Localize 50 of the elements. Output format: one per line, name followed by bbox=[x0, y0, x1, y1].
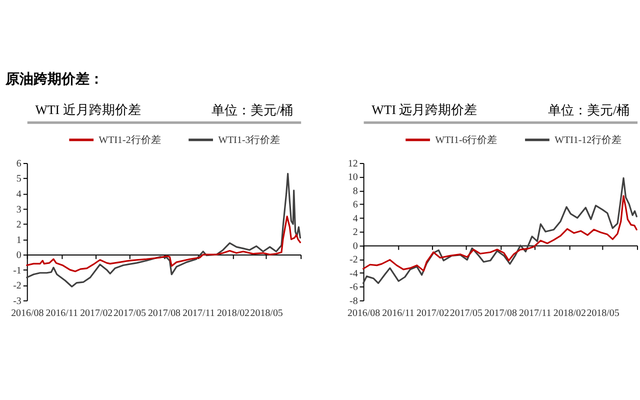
x-tick-label: 2017/02 bbox=[416, 308, 450, 319]
x-tick-label: 2017/05 bbox=[450, 308, 482, 319]
x-tick-label: 2016/11 bbox=[382, 308, 414, 319]
x-tick-label: 2016/08 bbox=[348, 308, 380, 319]
legend-label: WTI1-12行价差 bbox=[554, 134, 622, 146]
y-tick-label: -2 bbox=[13, 280, 22, 292]
x-tick-label: 2018/05 bbox=[250, 308, 283, 319]
y-tick-label: 6 bbox=[352, 200, 358, 211]
x-tick-label: 2017/08 bbox=[484, 308, 517, 319]
line-series bbox=[362, 177, 638, 284]
x-tick-label: 2017/02 bbox=[80, 308, 113, 319]
y-tick-label: -1 bbox=[13, 265, 22, 276]
y-tick-label: 4 bbox=[352, 213, 358, 224]
legend-label: WTI1-3行价差 bbox=[218, 134, 280, 146]
y-tick-label: 12 bbox=[348, 158, 358, 170]
y-tick-label: 8 bbox=[352, 186, 358, 197]
legend-label: WTI1-6行价差 bbox=[435, 134, 498, 146]
y-tick-label: 0 bbox=[16, 250, 22, 262]
y-tick-label: 6 bbox=[16, 158, 22, 170]
chart-title: WTI 远月跨期价差 bbox=[372, 102, 478, 118]
line-series bbox=[26, 172, 302, 288]
chart-subtitle: 单位：美元/桶 bbox=[548, 102, 630, 118]
y-tick-label: -4 bbox=[350, 268, 358, 280]
x-tick-label: 2017/05 bbox=[113, 308, 146, 319]
y-tick-label: 2 bbox=[16, 220, 22, 231]
y-tick-label: 1 bbox=[16, 234, 22, 246]
y-tick-label: 4 bbox=[16, 188, 22, 200]
y-tick-label: 2 bbox=[352, 227, 358, 238]
y-tick-label: -8 bbox=[350, 296, 358, 307]
y-tick-label: 10 bbox=[348, 172, 358, 184]
x-tick-label: 2017/11 bbox=[182, 308, 215, 319]
legend-label: WTI1-2行价差 bbox=[98, 134, 161, 146]
y-tick-label: 3 bbox=[16, 204, 22, 216]
x-tick-label: 2017/08 bbox=[148, 308, 181, 319]
x-tick-label: 2017/11 bbox=[519, 308, 552, 319]
x-tick-label: 2016/11 bbox=[46, 308, 78, 319]
x-tick-label: 2018/02 bbox=[553, 308, 586, 319]
y-tick-label: 5 bbox=[16, 174, 22, 185]
y-tick-label: -6 bbox=[350, 282, 358, 294]
line-series bbox=[362, 195, 638, 272]
text: 原油跨期价差： bbox=[4, 71, 104, 88]
chart-subtitle: 单位：美元/桶 bbox=[212, 102, 294, 118]
y-tick-label: 0 bbox=[352, 240, 358, 252]
x-tick-label: 2018/05 bbox=[586, 308, 620, 319]
x-tick-label: 2016/08 bbox=[11, 308, 44, 319]
y-tick-label: -2 bbox=[350, 254, 358, 266]
line-series bbox=[26, 216, 302, 272]
x-tick-label: 2018/02 bbox=[216, 308, 250, 319]
y-tick-label: -3 bbox=[13, 296, 22, 307]
chart-title: WTI 近月跨期价差 bbox=[35, 102, 141, 118]
